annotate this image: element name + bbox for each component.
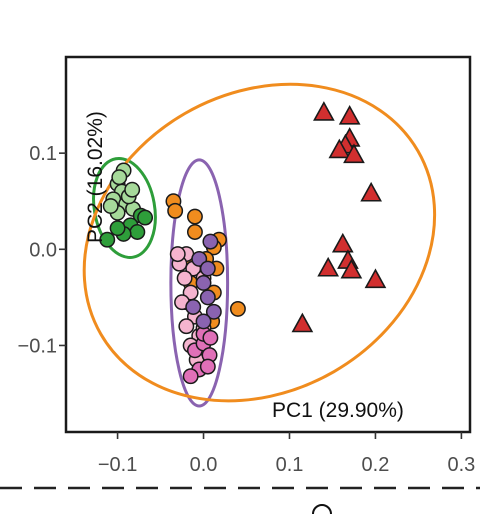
y-tick-label: 0.1 bbox=[29, 143, 57, 165]
y-axis: −0.1 0.0 0.1 bbox=[18, 143, 66, 357]
series-6-point-8 bbox=[202, 233, 219, 250]
y-tick-label: 0.0 bbox=[29, 239, 57, 261]
y-axis-title: PC2 (16.02%) bbox=[84, 111, 107, 243]
legend-marker-partial bbox=[312, 504, 332, 519]
series-2-point-6 bbox=[137, 209, 154, 226]
x-tick-label: 0.2 bbox=[362, 454, 390, 476]
series-7-point-5 bbox=[328, 138, 351, 159]
series-7-point-11 bbox=[340, 258, 363, 279]
series-7-point-12 bbox=[364, 268, 387, 289]
series-7-point-7 bbox=[360, 181, 383, 202]
series-6-point-4 bbox=[195, 275, 212, 291]
series-7-point-6 bbox=[343, 143, 365, 164]
x-tick-label: −0.1 bbox=[98, 454, 137, 476]
x-axis-title: PC1 (29.90%) bbox=[272, 399, 404, 422]
series-7-point-2 bbox=[338, 104, 361, 125]
x-axis: −0.1 0.0 0.1 0.2 0.3 bbox=[98, 432, 475, 476]
series-5-point-8 bbox=[202, 329, 219, 346]
series-5-point-6 bbox=[182, 368, 199, 385]
series-7-point-13 bbox=[291, 312, 314, 333]
series-3-point-12 bbox=[229, 300, 246, 317]
series-2-point-3 bbox=[129, 224, 146, 240]
series-1-point-10 bbox=[124, 181, 141, 198]
series-3-point-3 bbox=[186, 208, 203, 225]
series-6-point-5 bbox=[185, 299, 202, 315]
series-3-point-2 bbox=[167, 202, 184, 219]
series-6-point-3 bbox=[199, 289, 216, 306]
ellipses-layer bbox=[82, 82, 437, 408]
series-3-point-4 bbox=[186, 224, 203, 240]
y-tick-label: −0.1 bbox=[18, 335, 57, 357]
x-tick-label: 0.0 bbox=[190, 454, 218, 476]
series-6-point-2 bbox=[199, 260, 216, 277]
confidence-ellipse-3 bbox=[82, 82, 437, 403]
series-1-point-8 bbox=[102, 198, 119, 214]
series-6-point-6 bbox=[205, 303, 222, 320]
series-4-point-8 bbox=[178, 318, 195, 335]
series-4-point-13 bbox=[169, 246, 186, 263]
series-7-point-8 bbox=[331, 232, 354, 253]
series-2-point-7 bbox=[109, 220, 126, 237]
points-layer bbox=[99, 101, 387, 385]
x-tick-label: 0.1 bbox=[276, 454, 304, 476]
series-6-point-7 bbox=[195, 313, 212, 330]
confidence-ellipse-2 bbox=[169, 158, 230, 408]
series-1-point-11 bbox=[111, 169, 128, 186]
series-5-point-5 bbox=[199, 358, 216, 375]
series-7-point-1 bbox=[313, 101, 335, 121]
series-4-point-4 bbox=[176, 270, 193, 287]
series-7-point-9 bbox=[317, 256, 340, 277]
x-tick-label: 0.3 bbox=[447, 454, 475, 476]
series-2-point-5 bbox=[99, 231, 116, 248]
panel-border bbox=[64, 55, 472, 434]
